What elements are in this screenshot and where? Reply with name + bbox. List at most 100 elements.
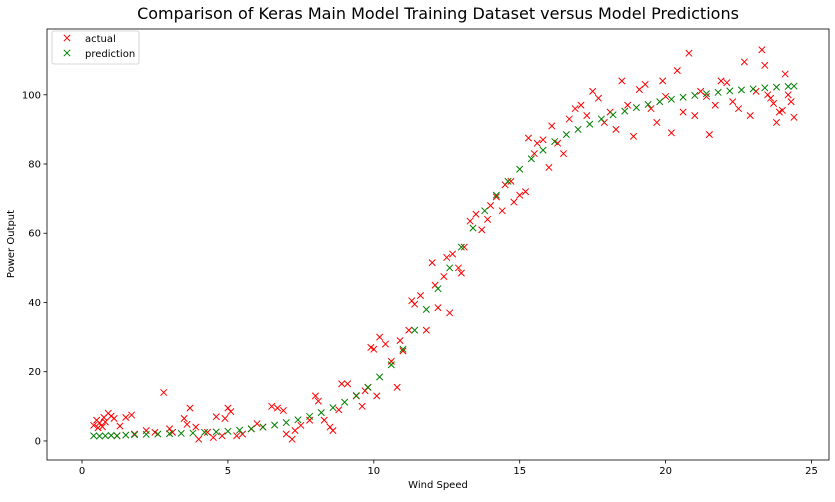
data-point-actual — [209, 433, 217, 442]
data-point-prediction — [341, 398, 349, 406]
x-axis: 0 5 10 15 20 25 — [79, 460, 818, 477]
data-point-actual — [253, 420, 261, 428]
data-point-prediction — [113, 432, 121, 440]
data-point-prediction — [516, 165, 524, 173]
data-point-actual — [697, 87, 705, 95]
data-point-actual — [460, 243, 468, 251]
data-point-actual — [729, 98, 737, 106]
data-point-actual — [662, 92, 670, 101]
data-point-prediction — [551, 137, 559, 146]
data-point-actual — [101, 418, 109, 426]
data-point-actual — [291, 427, 299, 435]
data-point-actual — [761, 61, 769, 69]
y-tick-label: 20 — [28, 367, 41, 378]
data-point-actual — [548, 122, 556, 130]
data-point-actual — [160, 388, 168, 397]
data-point-actual — [396, 337, 404, 345]
data-point-actual — [635, 86, 643, 94]
data-point-prediction — [574, 125, 582, 133]
data-point-actual — [629, 132, 638, 140]
data-point-actual — [238, 430, 247, 438]
data-point-actual — [110, 414, 118, 423]
data-point-prediction — [504, 177, 512, 185]
y-tick-label: 100 — [22, 90, 41, 101]
data-point-actual — [195, 435, 203, 443]
data-point-actual — [705, 131, 713, 139]
data-point-actual — [297, 421, 305, 429]
data-point-prediction — [130, 431, 139, 439]
data-point-actual — [443, 253, 451, 262]
data-point-actual — [95, 419, 104, 427]
y-tick-label: 0 — [35, 436, 41, 447]
legend-marker-prediction — [63, 49, 71, 57]
data-point-prediction — [364, 383, 372, 391]
data-point-actual — [510, 198, 518, 206]
x-tick-label: 20 — [659, 466, 672, 477]
data-point-actual — [734, 105, 743, 113]
data-point-prediction — [247, 425, 255, 433]
data-point-actual — [545, 163, 553, 172]
data-point-prediction — [772, 83, 781, 91]
x-tick-label: 0 — [79, 466, 85, 477]
data-point-prediction — [142, 430, 150, 438]
data-point-actual — [203, 428, 212, 436]
data-point-actual — [233, 432, 241, 440]
data-point-actual — [434, 304, 442, 312]
data-point-prediction — [586, 120, 594, 128]
data-point-actual — [373, 392, 381, 400]
data-point-actual — [781, 70, 789, 78]
data-point-prediction — [702, 90, 711, 98]
data-point-actual — [387, 357, 395, 365]
data-point-actual — [446, 309, 454, 317]
data-point-actual — [122, 413, 130, 421]
data-point-prediction — [446, 264, 454, 272]
y-tick-label: 80 — [28, 160, 41, 171]
data-point-actual — [772, 118, 781, 127]
x-tick-label: 25 — [805, 466, 818, 477]
data-point-actual — [679, 108, 687, 116]
data-point-actual — [723, 79, 731, 87]
data-point-actual — [393, 383, 401, 391]
data-point-actual — [428, 259, 436, 267]
data-point-actual — [717, 77, 725, 85]
data-point-prediction — [691, 91, 699, 100]
data-point-actual — [279, 406, 287, 415]
data-point-actual — [612, 125, 620, 133]
data-point-prediction — [189, 429, 197, 437]
data-point-prediction — [294, 416, 302, 424]
legend-box — [51, 30, 140, 65]
data-point-actual — [784, 91, 792, 99]
data-point-prediction — [201, 428, 209, 436]
data-point-actual — [449, 250, 457, 258]
data-point-actual — [507, 177, 515, 185]
data-point-prediction — [271, 421, 279, 429]
data-point-actual — [571, 105, 579, 113]
data-point-prediction — [90, 432, 98, 440]
data-point-actual — [221, 414, 229, 423]
data-point-actual — [320, 416, 328, 424]
series-actual — [90, 46, 798, 443]
data-point-actual — [778, 106, 786, 114]
series-prediction — [90, 82, 798, 440]
data-point-prediction — [236, 426, 244, 434]
data-point-prediction — [154, 430, 162, 438]
data-point-actual — [90, 421, 98, 429]
data-point-actual — [268, 402, 276, 410]
x-tick-label: 15 — [513, 466, 526, 477]
data-point-actual — [192, 423, 200, 431]
data-point-prediction — [306, 412, 314, 420]
data-point-actual — [758, 46, 766, 54]
data-point-actual — [186, 404, 194, 412]
data-point-actual — [516, 191, 524, 199]
data-point-actual — [422, 326, 430, 334]
data-point-actual — [343, 380, 352, 388]
y-tick-label: 40 — [28, 298, 41, 309]
data-point-actual — [128, 411, 136, 419]
data-point-prediction — [667, 95, 675, 103]
data-point-actual — [457, 269, 465, 277]
data-point-actual — [641, 80, 649, 88]
data-point-prediction — [539, 146, 547, 154]
legend-marker-actual — [63, 34, 71, 42]
data-point-actual — [486, 202, 495, 210]
